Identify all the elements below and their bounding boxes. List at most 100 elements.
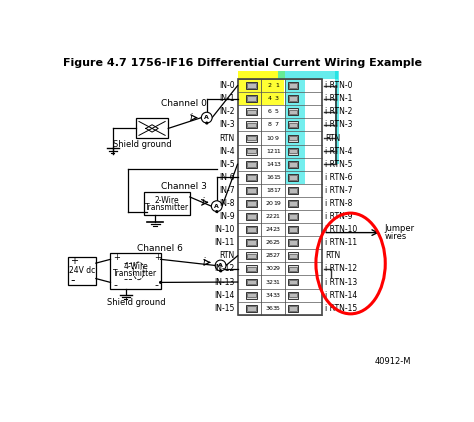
Text: 1: 1 xyxy=(275,83,279,88)
Text: Channel 3: Channel 3 xyxy=(161,182,206,192)
Bar xyxy=(289,267,297,271)
Bar xyxy=(288,174,298,181)
Bar xyxy=(289,162,297,167)
Bar xyxy=(247,241,255,245)
Text: IN-15: IN-15 xyxy=(214,304,235,313)
Bar xyxy=(246,148,257,154)
Text: IN-5: IN-5 xyxy=(219,160,235,169)
Text: 5: 5 xyxy=(275,109,279,114)
Text: RTN: RTN xyxy=(325,252,340,260)
Text: IN-7: IN-7 xyxy=(219,186,235,195)
Bar xyxy=(246,135,257,141)
Text: i RTN-0: i RTN-0 xyxy=(325,81,353,90)
Text: Transmitter: Transmitter xyxy=(113,269,157,279)
Text: i RTN-12: i RTN-12 xyxy=(325,265,357,273)
Bar xyxy=(289,254,297,258)
Bar xyxy=(288,239,298,246)
Bar xyxy=(284,171,304,184)
Bar xyxy=(246,279,257,286)
Text: A: A xyxy=(218,263,223,268)
Bar xyxy=(288,226,298,233)
Text: 35: 35 xyxy=(273,306,281,311)
Text: -: - xyxy=(114,280,118,290)
Text: Jumper: Jumper xyxy=(384,224,414,233)
Bar xyxy=(289,188,297,193)
Text: RTN: RTN xyxy=(219,252,235,260)
Bar xyxy=(237,71,285,79)
Text: i RTN-3: i RTN-3 xyxy=(325,120,353,130)
Bar xyxy=(237,79,322,315)
Bar xyxy=(246,200,257,207)
Bar xyxy=(288,265,298,272)
Bar xyxy=(289,280,297,284)
Bar xyxy=(289,149,297,154)
Bar xyxy=(247,227,255,232)
Bar xyxy=(144,192,190,215)
Text: 24: 24 xyxy=(266,227,274,232)
Bar xyxy=(289,110,297,114)
Bar xyxy=(247,188,255,193)
Text: i: i xyxy=(190,113,193,123)
Bar xyxy=(247,267,255,271)
Text: i: i xyxy=(203,257,206,268)
Text: 26: 26 xyxy=(266,240,274,245)
Bar xyxy=(246,305,257,312)
Text: 14: 14 xyxy=(266,162,274,167)
Bar xyxy=(246,292,257,299)
Bar xyxy=(288,108,298,115)
Bar xyxy=(246,122,257,128)
Bar xyxy=(247,149,255,154)
Bar xyxy=(289,97,297,101)
Bar xyxy=(288,200,298,207)
Text: 33: 33 xyxy=(273,292,281,298)
Bar xyxy=(278,71,337,79)
Bar xyxy=(288,148,298,154)
Bar xyxy=(246,265,257,272)
Bar xyxy=(288,305,298,312)
Bar xyxy=(288,292,298,299)
Text: i RTN-5: i RTN-5 xyxy=(325,160,353,169)
Circle shape xyxy=(215,260,226,271)
Bar xyxy=(246,226,257,233)
Text: 4-Wire: 4-Wire xyxy=(123,262,148,271)
Bar xyxy=(289,136,297,141)
Text: i RTN-15: i RTN-15 xyxy=(325,304,357,313)
Bar xyxy=(247,280,255,284)
Text: -: - xyxy=(155,280,158,290)
Bar xyxy=(288,213,298,220)
Text: IN-3: IN-3 xyxy=(219,120,235,130)
Bar xyxy=(246,187,257,194)
Bar xyxy=(288,95,298,102)
Text: 10: 10 xyxy=(266,135,274,141)
Text: 19: 19 xyxy=(273,201,281,206)
Bar xyxy=(246,82,257,89)
Bar xyxy=(247,84,255,88)
Text: 7: 7 xyxy=(275,122,279,127)
Bar xyxy=(289,123,297,127)
Circle shape xyxy=(201,112,212,123)
Circle shape xyxy=(219,269,222,272)
Text: 29: 29 xyxy=(273,266,281,271)
Circle shape xyxy=(205,122,208,124)
Text: i RTN-8: i RTN-8 xyxy=(325,199,353,208)
Bar xyxy=(247,175,255,180)
Bar xyxy=(289,306,297,311)
Bar xyxy=(284,145,304,158)
Text: IN-11: IN-11 xyxy=(214,238,235,247)
Bar xyxy=(247,162,255,167)
Text: 12: 12 xyxy=(266,149,274,154)
Bar xyxy=(289,227,297,232)
Bar xyxy=(289,175,297,180)
Bar xyxy=(289,201,297,206)
Text: Channel 6: Channel 6 xyxy=(137,244,183,253)
Text: i RTN-11: i RTN-11 xyxy=(325,238,357,247)
Bar xyxy=(237,79,284,92)
Text: 20: 20 xyxy=(266,201,274,206)
Bar xyxy=(246,252,257,259)
Text: IN-1: IN-1 xyxy=(219,94,235,103)
Bar xyxy=(288,187,298,194)
Text: 34: 34 xyxy=(266,292,274,298)
Circle shape xyxy=(211,201,222,211)
Text: +: + xyxy=(155,253,161,262)
Bar xyxy=(246,174,257,181)
